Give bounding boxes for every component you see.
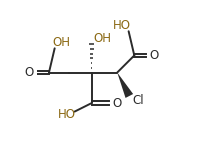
Text: OH: OH (93, 32, 111, 45)
Text: Cl: Cl (133, 94, 144, 107)
Text: O: O (24, 66, 34, 79)
Polygon shape (117, 72, 133, 98)
Text: HO: HO (113, 19, 131, 32)
Text: O: O (150, 49, 159, 62)
Text: OH: OH (52, 36, 70, 49)
Text: HO: HO (58, 108, 76, 121)
Text: O: O (112, 97, 121, 110)
